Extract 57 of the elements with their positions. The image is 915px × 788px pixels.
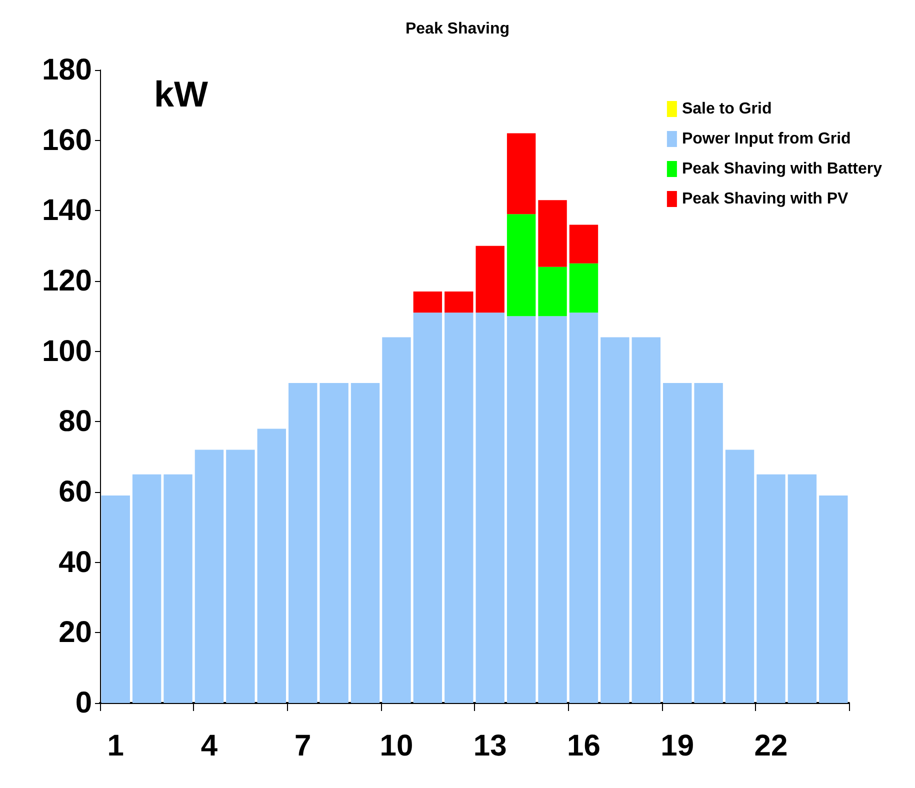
bar (444, 292, 474, 313)
bar (476, 246, 504, 313)
legend-label: Peak Shaving with Battery (682, 160, 882, 178)
x-tick-label: 10 (380, 730, 414, 762)
x-tick-label: 7 (294, 730, 312, 762)
bar (819, 496, 848, 703)
bar (506, 316, 536, 703)
legend-label: Sale to Grid (682, 100, 772, 118)
bar (506, 214, 536, 316)
y-axis-title: kW (154, 74, 208, 114)
y-tick-label: 80 (58, 405, 92, 438)
bar (257, 428, 286, 703)
bar (164, 474, 192, 703)
y-tick-label: 0 (75, 686, 92, 720)
bar (194, 450, 224, 703)
x-tick-label: 19 (660, 730, 694, 762)
x-tick-label: 16 (567, 730, 600, 762)
y-tick-label: 60 (58, 476, 92, 508)
y-tick-label: 120 (42, 264, 92, 298)
bar (569, 263, 598, 313)
y-tick-label: 140 (42, 194, 92, 228)
bar (444, 312, 474, 703)
y-tick-label: 160 (42, 124, 92, 157)
y-tick-label: 20 (58, 616, 92, 650)
bar (569, 224, 598, 264)
bar (226, 450, 255, 703)
bar (538, 200, 567, 267)
x-tick-label: 13 (473, 730, 507, 762)
bar (350, 382, 380, 703)
bar (413, 312, 442, 703)
legend-label: Power Input from Grid (682, 130, 851, 148)
bar (756, 474, 786, 703)
bar (476, 312, 504, 703)
bar (132, 474, 162, 703)
x-tick-label: 1 (107, 730, 124, 762)
y-tick-label: 180 (42, 54, 92, 86)
bar (538, 316, 567, 703)
bar (663, 382, 692, 703)
y-tick-label: 40 (58, 546, 92, 579)
bar (632, 337, 660, 703)
bar (288, 382, 318, 703)
bar (413, 292, 442, 313)
bar (725, 450, 754, 703)
bar (101, 496, 130, 703)
bar (694, 382, 723, 703)
bar (788, 474, 817, 703)
bar (538, 266, 567, 316)
x-tick-label: 22 (754, 730, 788, 762)
bar (600, 337, 630, 703)
x-tick-label: 4 (200, 730, 218, 762)
y-tick-label: 100 (42, 334, 92, 368)
chart-title: Peak Shaving (405, 20, 510, 38)
bar (320, 382, 348, 703)
bar (506, 133, 536, 214)
bar (382, 337, 411, 703)
bar (569, 312, 598, 703)
legend-label: Peak Shaving with PV (682, 190, 849, 208)
